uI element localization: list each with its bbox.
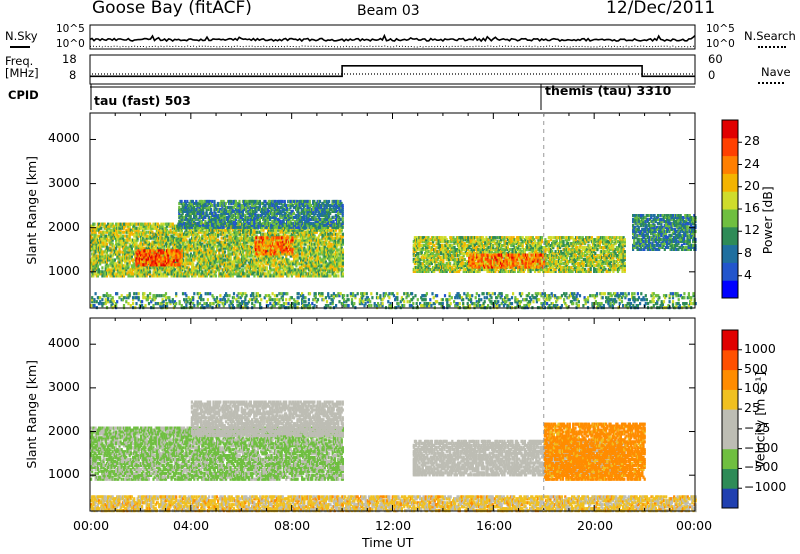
data-cell [97,264,99,267]
data-cell [191,245,193,248]
power-data-layer [90,200,697,309]
data-cell [242,268,244,271]
data-cell [224,229,226,232]
data-cell [221,237,223,240]
data-cell [217,239,219,242]
data-cell [200,248,202,251]
data-cell [120,223,122,226]
data-cell [146,231,148,234]
data-cell [201,270,203,273]
data-cell [184,243,186,246]
data-cell [124,235,126,238]
freq-strip-frame [90,55,695,84]
data-cell [120,250,122,253]
data-cell [180,245,182,248]
data-cell [117,235,119,238]
data-cell [123,231,125,234]
data-cell [192,262,194,265]
data-cell [149,270,151,273]
data-cell [230,231,232,234]
data-cell [114,258,116,261]
data-cell [160,272,162,275]
data-cell [107,264,109,267]
freq-series [90,66,695,77]
data-cell [224,258,226,261]
data-cell [135,223,137,226]
data-cell [135,227,137,230]
nsky-series [90,36,695,41]
data-cell [215,274,217,277]
data-cell [132,272,134,275]
rti-plot [0,0,800,554]
data-cell [101,266,103,269]
data-cell [235,231,237,234]
data-cell [133,262,135,265]
data-cell [224,250,226,253]
data-cell [106,243,108,246]
nsky-strip-frame [90,25,695,49]
data-cell [93,223,95,226]
data-cell [167,237,169,240]
nsearch-series [90,46,695,47]
data-cell [163,223,165,226]
data-cell [205,248,207,251]
data-cell [132,258,134,261]
data-cell [236,237,238,240]
data-cell [152,223,154,226]
data-cell [122,235,124,238]
data-cell [185,229,187,232]
data-cell [100,227,102,230]
data-cell [226,235,228,238]
data-cell [129,260,131,263]
